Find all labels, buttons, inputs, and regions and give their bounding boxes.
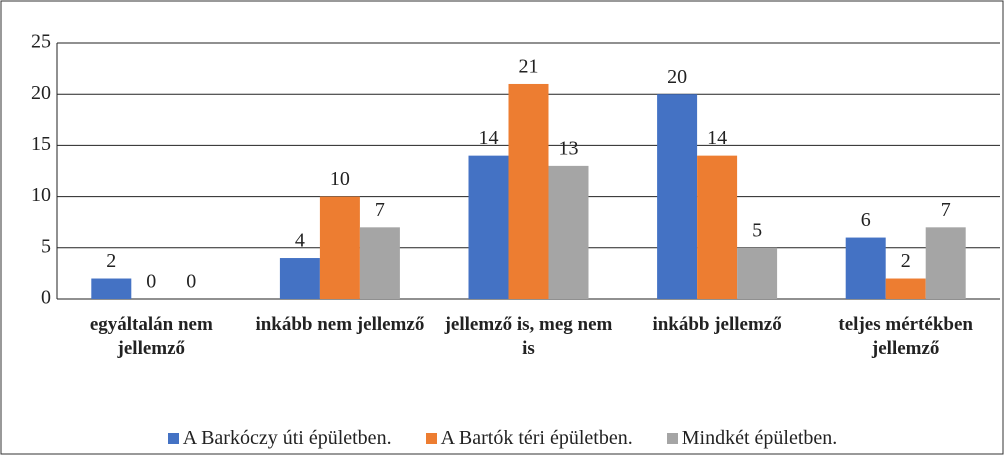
- y-tick-label: 0: [41, 287, 51, 309]
- bar: [279, 258, 320, 299]
- legend-item: Mindkét épületben.: [666, 427, 838, 450]
- legend-swatch: [167, 433, 179, 444]
- value-label: 5: [752, 219, 762, 241]
- value-label: 2: [901, 250, 911, 272]
- y-tick-label: 5: [41, 235, 51, 257]
- value-label: 4: [295, 230, 305, 252]
- bar: [925, 227, 966, 299]
- y-tick-label: 10: [31, 184, 51, 206]
- legend-item: A Bartók téri épületben.: [425, 427, 633, 450]
- value-label: 13: [559, 137, 579, 159]
- legend-swatch: [666, 433, 678, 444]
- bar: [548, 165, 589, 299]
- bar: [885, 278, 926, 299]
- value-label: 14: [707, 127, 727, 149]
- value-label: 7: [941, 199, 951, 221]
- bar: [697, 155, 738, 299]
- x-tick-label: teljes mértékben jellemző: [838, 314, 973, 359]
- legend-label: A Bartók téri épületben.: [440, 427, 633, 449]
- value-label: 0: [186, 271, 196, 293]
- value-label: 7: [375, 199, 385, 221]
- bar: [91, 278, 132, 299]
- bar: [845, 237, 886, 299]
- bar: [508, 83, 549, 300]
- value-label: 10: [330, 168, 350, 190]
- y-tick-label: 20: [31, 82, 51, 104]
- bar: [737, 247, 778, 299]
- value-label: 14: [479, 127, 499, 149]
- value-label: 6: [861, 209, 871, 231]
- x-tick-label: jellemző is, meg nem is: [444, 314, 613, 359]
- value-label: 20: [667, 66, 687, 88]
- x-tick-label: egyáltalán nem jellemző: [89, 314, 213, 359]
- y-tick-label: 15: [31, 133, 51, 155]
- y-tick-label: 25: [31, 31, 51, 53]
- bar: [319, 196, 360, 299]
- value-label: 21: [519, 56, 539, 78]
- value-label: 2: [106, 250, 116, 272]
- value-label: 0: [146, 271, 156, 293]
- legend-swatch: [425, 433, 437, 444]
- bar: [468, 155, 509, 299]
- legend-label: A Barkóczy úti épületben.: [182, 427, 392, 449]
- legend-label: Mindkét épületben.: [681, 427, 838, 449]
- bar: [657, 94, 698, 299]
- bar: [359, 227, 400, 299]
- x-tick-label: inkább nem jellemző: [255, 314, 425, 335]
- x-tick-label: inkább jellemző: [652, 314, 782, 335]
- legend: A Barkóczy úti épületben. A Bartók téri é…: [0, 427, 1005, 450]
- legend-item: A Barkóczy úti épületben.: [167, 427, 392, 450]
